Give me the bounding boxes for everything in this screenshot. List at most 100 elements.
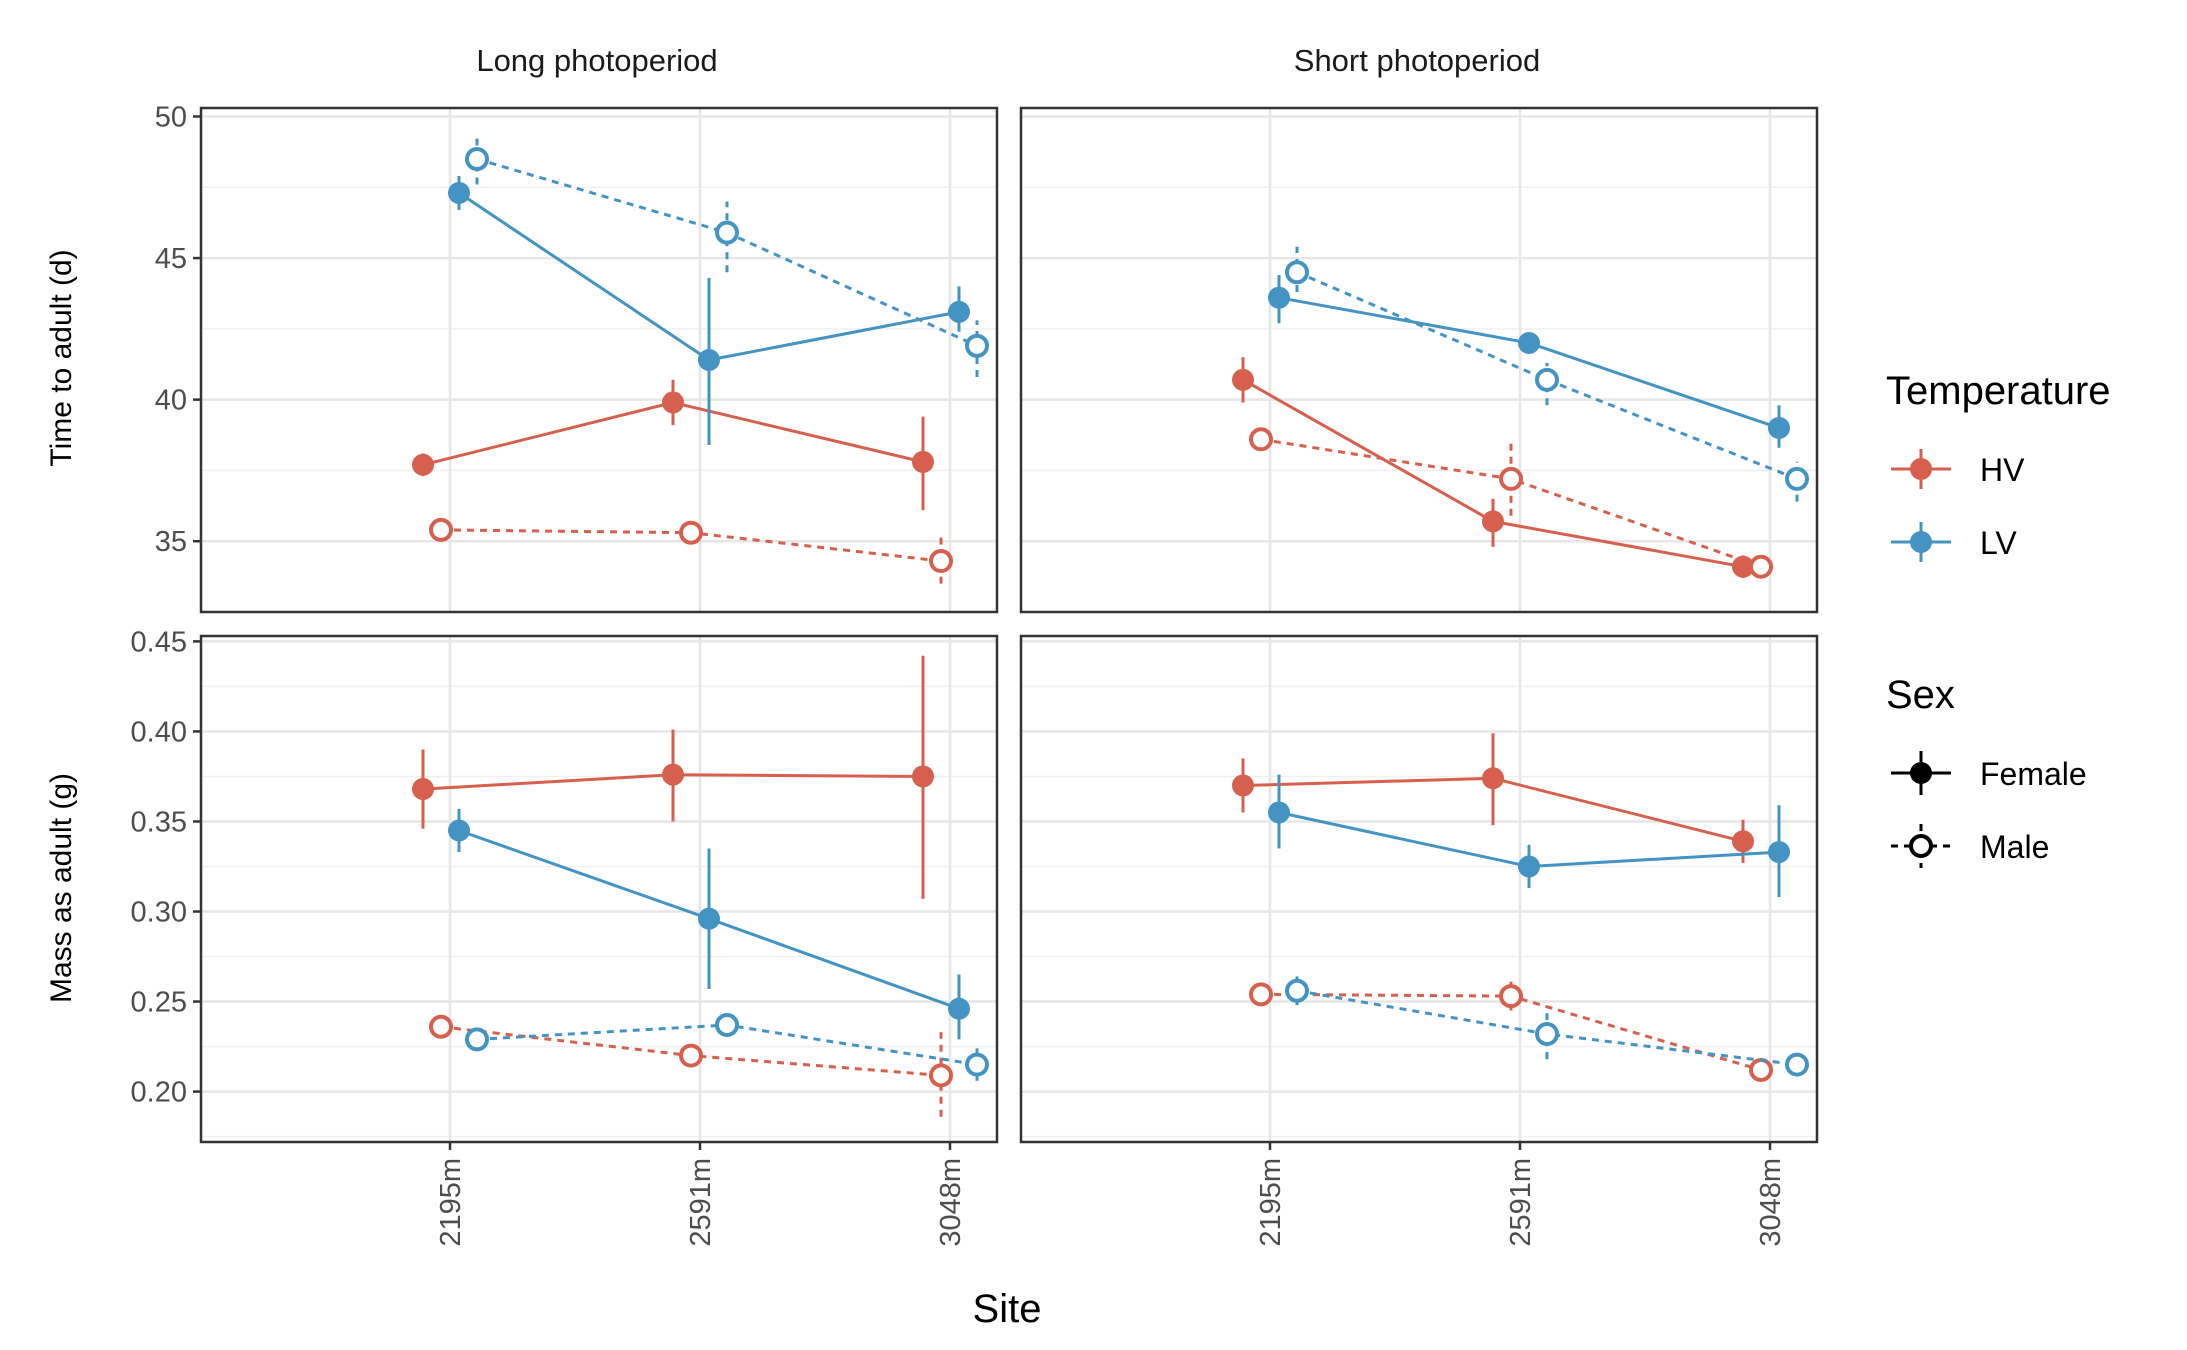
- data-point: [679, 1043, 703, 1068]
- y-tick-label: 0.45: [131, 626, 187, 658]
- y-tick-label: 0.35: [131, 806, 187, 838]
- data-point: [698, 349, 720, 371]
- data-point: [929, 1063, 953, 1088]
- series-lv-male: [465, 1012, 989, 1081]
- legend-label-hv: HV: [1980, 452, 2025, 488]
- panel-long-photoperiod-mass-as-adult-g: 0.20 0.25 0.30 0.35 0.40 0.45 2195m 2591m 3048m: [131, 626, 999, 1247]
- legend-key-hv: [1891, 449, 1951, 489]
- data-point: [1268, 286, 1290, 309]
- series-lv-female: [1268, 275, 1790, 448]
- panel-background: [201, 636, 997, 1142]
- panel-short-photoperiod-mass-as-adult-g: 2195m 2591m 3048m: [1019, 634, 1819, 1247]
- data-point: [412, 778, 434, 801]
- series-lv-female: [448, 175, 970, 445]
- legend-key-lv: [1891, 522, 1951, 562]
- data-point: [1785, 466, 1809, 491]
- data-point: [948, 300, 970, 323]
- panel-short-photoperiod-time-to-adult-d: [1019, 106, 1819, 614]
- data-point: [1249, 982, 1273, 1007]
- data-point: [1535, 1021, 1559, 1046]
- data-point: [412, 453, 434, 476]
- data-point: [1749, 1057, 1773, 1082]
- y-tick-label: 50: [155, 101, 187, 133]
- data-point: [1268, 801, 1290, 824]
- x-tick-label: 2195m: [1255, 1158, 1287, 1247]
- series-lv-male: [465, 136, 989, 377]
- data-point: [1785, 1052, 1809, 1077]
- x-tick-label: 3048m: [935, 1158, 967, 1247]
- data-point: [429, 517, 453, 542]
- series-lv-male: [1285, 976, 1809, 1077]
- y-tick-label: 0.25: [131, 987, 187, 1019]
- series-lv-female: [448, 808, 970, 1040]
- series-hv-male: [429, 1014, 953, 1117]
- strip-label-long-photoperiod: Long photoperiod: [476, 43, 717, 78]
- y-axis-title-time: Time to adult (d): [45, 249, 78, 466]
- legend-label-lv: LV: [1980, 525, 2017, 561]
- data-point: [1518, 332, 1540, 355]
- panel-border: [1019, 106, 1819, 614]
- panel-border: [199, 634, 999, 1144]
- y-tick-label: 35: [155, 526, 187, 558]
- data-point: [1732, 830, 1754, 853]
- data-point: [965, 1052, 989, 1077]
- legend-title-temperature: Temperature: [1886, 369, 2111, 413]
- series-hv-male: [1249, 981, 1773, 1082]
- panel-border: [199, 106, 999, 614]
- series-hv-female: [1232, 733, 1754, 863]
- data-point: [1482, 767, 1504, 790]
- legend-key-female: [1891, 751, 1951, 795]
- data-point: [948, 997, 970, 1020]
- data-point: [1518, 855, 1540, 878]
- data-point: [912, 450, 934, 473]
- data-point: [1535, 367, 1559, 392]
- data-point: [1749, 554, 1773, 579]
- series-lv-male: [1285, 246, 1809, 502]
- y-tick-label: 0.30: [131, 897, 187, 929]
- legend-key-male: [1891, 824, 1951, 868]
- data-point: [715, 220, 739, 245]
- y-tick-label: 45: [155, 243, 187, 275]
- data-point: [715, 1012, 739, 1037]
- y-tick-label: 40: [155, 385, 187, 417]
- data-point: [698, 907, 720, 930]
- strip-label-short-photoperiod: Short photoperiod: [1294, 43, 1540, 78]
- series-hv-female: [412, 379, 934, 511]
- series-hv-female: [1232, 357, 1754, 579]
- panel-background: [1021, 636, 1817, 1142]
- data-point: [465, 1027, 489, 1052]
- data-point: [1768, 416, 1790, 439]
- legend-label-male: Male: [1980, 829, 2049, 865]
- x-tick-label: 2591m: [685, 1158, 717, 1247]
- data-point: [1249, 427, 1273, 452]
- data-point: [662, 763, 684, 786]
- data-point: [448, 819, 470, 842]
- data-point: [1732, 555, 1754, 578]
- data-point: [929, 549, 953, 574]
- legend-title-sex: Sex: [1886, 673, 1955, 717]
- x-tick-label: 3048m: [1755, 1158, 1787, 1247]
- panel-long-photoperiod-time-to-adult-d: 35 40 45 50: [155, 101, 999, 614]
- data-point: [1232, 368, 1254, 391]
- series-lv-female: [1268, 774, 1790, 898]
- facet-panels: 35 40 45 50 0.20 0.25 0.30 0.35 0.40 0.45 2195m 259…: [131, 101, 1819, 1247]
- x-tick-label: 2591m: [1505, 1158, 1537, 1247]
- data-point: [679, 520, 703, 545]
- series-hv-female: [412, 655, 934, 899]
- series-hv-male: [1249, 427, 1773, 579]
- y-tick-label: 0.40: [131, 716, 187, 748]
- data-point: [448, 181, 470, 204]
- y-tick-label: 0.20: [131, 1077, 187, 1109]
- data-point: [1768, 841, 1790, 864]
- x-tick-label: 2195m: [435, 1158, 467, 1247]
- panel-background: [1021, 108, 1817, 612]
- data-point: [1499, 984, 1523, 1009]
- x-axis-title: Site: [973, 1287, 1042, 1331]
- data-point: [912, 765, 934, 788]
- data-point: [662, 391, 684, 414]
- legend: Temperature HV LV Sex Female Male: [1886, 369, 2111, 868]
- data-point: [1482, 510, 1504, 533]
- data-point: [1285, 260, 1309, 285]
- data-point: [1285, 978, 1309, 1003]
- series-hv-male: [429, 517, 953, 584]
